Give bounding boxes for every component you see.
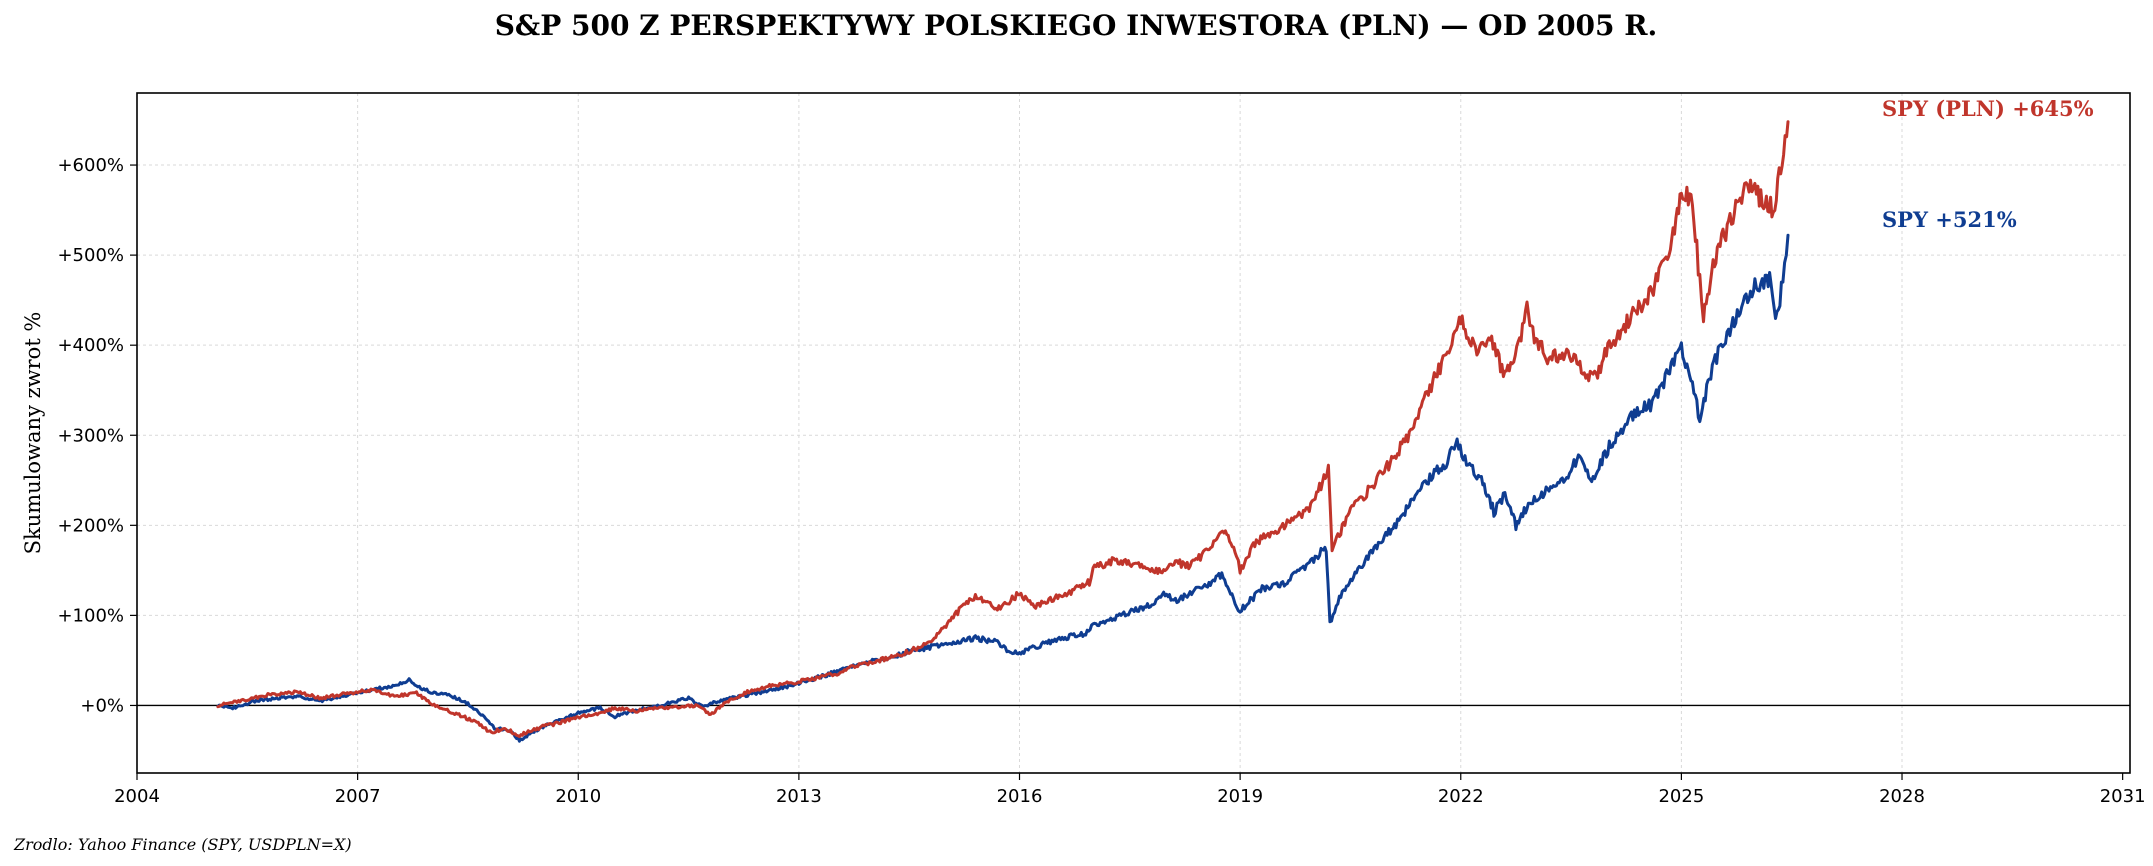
y-axis: +0% +100% +200% +300% +400% +500% +600% bbox=[57, 155, 137, 716]
x-tick-label: 2010 bbox=[555, 786, 601, 807]
x-tick-label: 2019 bbox=[1217, 786, 1263, 807]
y-tick-label: +0% bbox=[80, 695, 124, 716]
x-tick-label: 2025 bbox=[1658, 786, 1704, 807]
y-tick-label: +200% bbox=[57, 515, 124, 536]
x-tick-label: 2016 bbox=[997, 786, 1043, 807]
y-tick-label: +500% bbox=[57, 245, 124, 266]
x-tick-label: 2031 bbox=[2100, 786, 2146, 807]
series-lines bbox=[216, 120, 1790, 743]
gridlines bbox=[137, 93, 2130, 773]
y-tick-label: +100% bbox=[57, 605, 124, 626]
y-axis-label: Skumulowany zwrot % bbox=[21, 312, 45, 555]
x-axis: 2004 2007 2010 2013 2016 2019 2022 2025 2028 2031 bbox=[114, 773, 2146, 807]
x-tick-label: 2007 bbox=[335, 786, 381, 807]
y-tick-label: +600% bbox=[57, 155, 124, 176]
series-line-usd bbox=[216, 233, 1790, 743]
series-annotations: SPY (PLN) +645% SPY +521% bbox=[1882, 96, 2094, 232]
x-tick-label: 2004 bbox=[114, 786, 160, 807]
source-note: Zrodlo: Yahoo Finance (SPY, USDPLN=X) bbox=[13, 835, 352, 854]
x-tick-label: 2013 bbox=[776, 786, 822, 807]
x-tick-label: 2028 bbox=[1879, 786, 1925, 807]
y-tick-label: +300% bbox=[57, 425, 124, 446]
chart-title: S&P 500 Z PERSPEKTYWY POLSKIEGO INWESTOR… bbox=[495, 9, 1658, 42]
annotation-usd: SPY +521% bbox=[1882, 207, 2017, 232]
annotation-pln: SPY (PLN) +645% bbox=[1882, 96, 2094, 121]
plot-frame bbox=[136, 92, 2131, 774]
series-line-pln bbox=[216, 120, 1790, 739]
y-tick-label: +400% bbox=[57, 335, 124, 356]
x-tick-label: 2022 bbox=[1438, 786, 1484, 807]
